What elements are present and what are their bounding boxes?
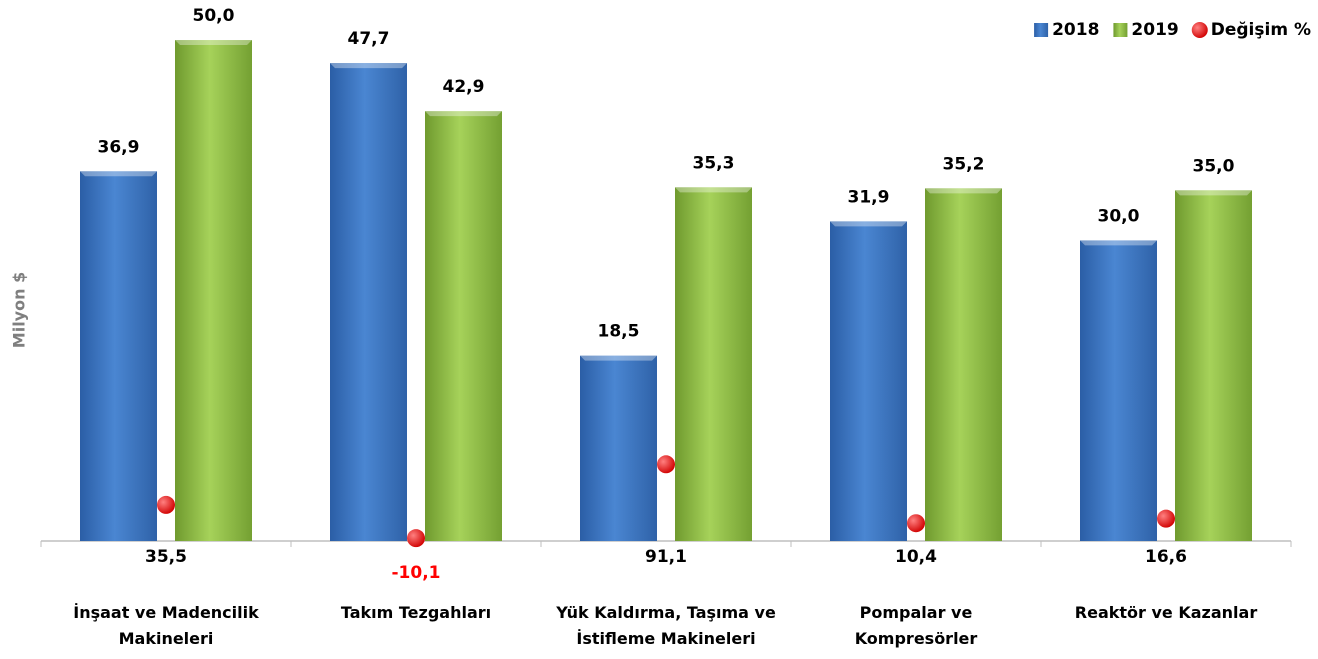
bar-bevel <box>580 355 657 361</box>
bar <box>925 188 1002 542</box>
value-label: 36,9 <box>98 137 140 157</box>
y-axis-label: Milyon $ <box>10 272 29 348</box>
bar-bevel <box>330 63 407 69</box>
x-tick-label: İnşaat ve Madencilik Makineleri <box>73 603 259 648</box>
bar-bevel <box>1175 190 1252 196</box>
bar <box>1080 240 1157 541</box>
bar-bevel <box>830 221 907 227</box>
change-label: 10,4 <box>895 547 937 567</box>
value-label: 35,2 <box>943 154 985 174</box>
bar-bevel <box>175 40 252 46</box>
bar <box>1175 190 1252 542</box>
change-dot <box>907 514 925 533</box>
bar <box>675 187 752 541</box>
change-dot <box>157 495 175 514</box>
x-tick-label: Pompalar ve Kompresörler <box>854 603 978 648</box>
value-label: 42,9 <box>443 77 485 97</box>
value-label: 35,0 <box>1193 156 1235 176</box>
bar <box>425 111 502 542</box>
legend-marker <box>1113 23 1128 37</box>
value-label: 50,0 <box>193 6 235 26</box>
change-dot <box>407 529 425 548</box>
value-label: 30,0 <box>1098 206 1140 226</box>
bar <box>330 63 407 541</box>
legend-label: 2018 <box>1052 20 1099 40</box>
change-label: 35,5 <box>145 547 187 567</box>
change-label: 16,6 <box>1145 547 1187 567</box>
change-label: 91,1 <box>645 547 687 567</box>
bar-bevel <box>925 188 1002 194</box>
change-dot <box>657 455 675 474</box>
legend-label: 2019 <box>1131 20 1178 40</box>
value-label: 18,5 <box>598 322 640 342</box>
change-dot <box>1157 509 1175 528</box>
bar-bevel <box>1080 240 1157 246</box>
legend-marker <box>1034 23 1049 37</box>
bar <box>175 40 252 542</box>
bar <box>830 221 907 541</box>
x-tick-label: Takım Tezgahları <box>340 603 492 622</box>
bar-bevel <box>675 187 752 193</box>
bar-bevel <box>80 171 157 177</box>
legend-label: Değişim % <box>1211 20 1311 40</box>
value-label: 47,7 <box>348 29 390 49</box>
x-tick-label: Reaktör ve Kazanlar <box>1074 603 1258 622</box>
bar <box>80 171 157 541</box>
value-label: 35,3 <box>693 153 735 173</box>
change-label: -10,1 <box>392 563 441 583</box>
bar-bevel <box>425 111 502 117</box>
bar <box>580 355 657 541</box>
legend-marker <box>1191 22 1208 38</box>
value-label: 31,9 <box>848 187 890 207</box>
x-tick-label: Yük Kaldırma, Taşıma ve İstifleme Makine… <box>556 603 776 648</box>
